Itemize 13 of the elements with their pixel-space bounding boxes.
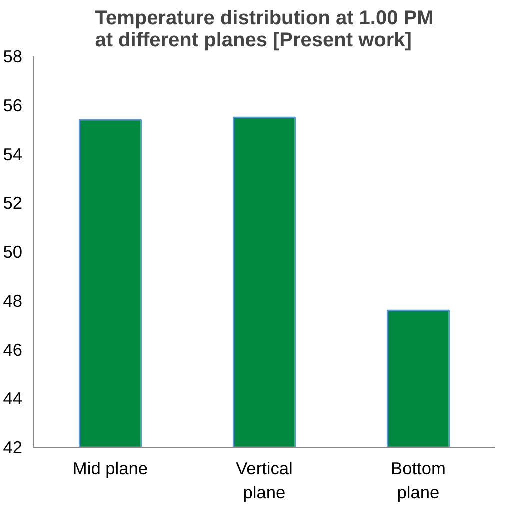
y-tick-label: 52 xyxy=(3,193,23,214)
y-tick-label: 56 xyxy=(3,95,23,116)
x-tick-label: Vertical plane xyxy=(236,458,293,502)
x-tick-label: Mid plane xyxy=(72,458,148,478)
y-tick-label: 58 xyxy=(3,46,23,66)
y-tick-label: 50 xyxy=(3,242,23,262)
y-tick-label: 48 xyxy=(3,290,23,311)
y-tick-label: 46 xyxy=(3,340,23,360)
chart-title: Temperature distribution at 1.00 PM at different planes [Present work] xyxy=(95,8,434,52)
x-tick-label: Bottom plane xyxy=(391,458,446,502)
y-tick-label: 42 xyxy=(3,438,23,458)
y-tick-label: 54 xyxy=(3,144,23,164)
y-tick-label: 44 xyxy=(3,388,23,409)
